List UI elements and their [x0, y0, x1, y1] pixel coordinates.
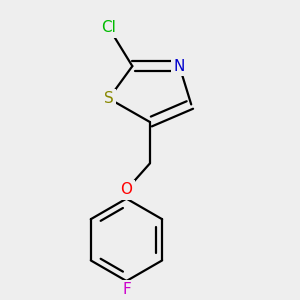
Text: O: O [121, 182, 133, 197]
Text: Cl: Cl [101, 20, 116, 35]
Text: N: N [174, 58, 185, 74]
Text: S: S [104, 91, 114, 106]
Text: F: F [122, 282, 131, 297]
